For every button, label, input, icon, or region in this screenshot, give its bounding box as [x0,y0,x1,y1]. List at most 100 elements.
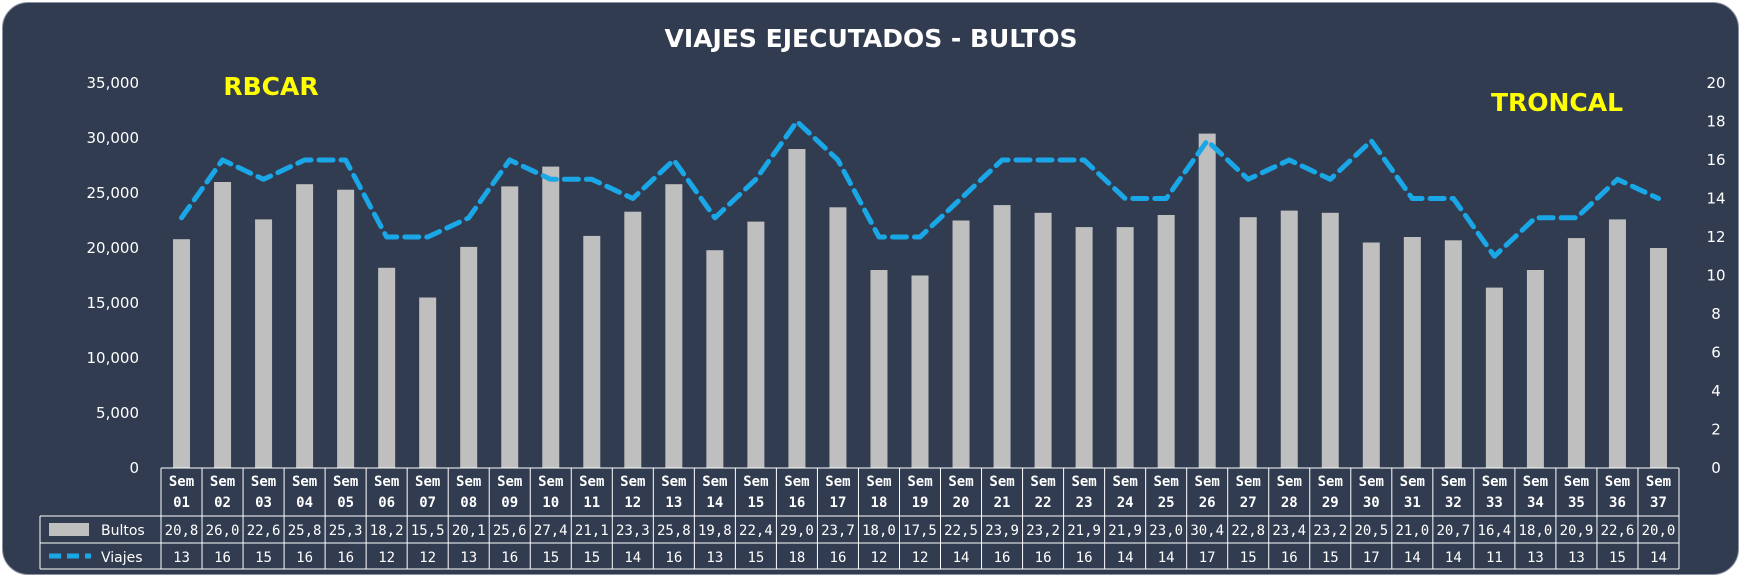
bar [1034,212,1052,468]
bultos-cell: 20,5 [1354,523,1388,539]
bar [624,211,642,468]
bultos-cell: 20,1 [452,523,486,539]
category-label: 29 [1322,495,1339,511]
bar [993,205,1011,468]
left-axis: 0 5,000 10,000 15,000 20,000 25,000 30,000 35,0… [87,74,140,477]
category-label: 05 [337,495,354,511]
category-label: 30 [1363,495,1380,511]
bar [1444,240,1462,468]
viajes-cell: 18 [788,550,805,566]
bar [747,221,765,468]
category-label: Sem [333,474,358,490]
combo-chart: VIAJES EJECUTADOS - BULTOS RBCAR TRONCAL… [39,24,1726,570]
category-label: 18 [871,495,888,511]
category-label: Sem [784,474,809,490]
bultos-cell: 23,0 [1149,523,1183,539]
category-label: Sem [1277,474,1302,490]
viajes-cell: 13 [706,550,723,566]
category-label: 06 [378,495,395,511]
bultos-cell: 21,9 [1067,523,1101,539]
bar [1649,248,1667,468]
category-label: Sem [210,474,235,490]
bultos-cell: 26,0 [206,523,240,539]
viajes-cell: 12 [419,550,436,566]
bar [1362,242,1380,468]
bultos-cell: 25,6 [493,523,527,539]
bar [1116,227,1134,468]
viajes-cell: 14 [1445,550,1462,566]
category-label: 02 [214,495,231,511]
category-label: 01 [173,495,190,511]
line-series [179,119,1661,259]
category-label: Sem [743,474,768,490]
annotation-rbcar: RBCAR [223,72,318,101]
viajes-cell: 15 [1240,550,1257,566]
category-label: Sem [1359,474,1384,490]
category-label: Sem [497,474,522,490]
category-label: 19 [912,495,929,511]
category-label: Sem [292,474,317,490]
right-axis: 0 2 4 6 8 10 12 14 16 18 20 [1706,74,1725,477]
category-label: Sem [538,474,563,490]
bultos-cell: 25,8 [657,523,691,539]
bultos-cell: 23,3 [616,523,650,539]
bar [1280,210,1298,468]
viajes-cell: 15 [1322,550,1339,566]
data-table: Sem 01 20,8 13 Sem 02 26,0 16 Sem 03 22,6 15 Sem 04 25… [39,467,1680,570]
bultos-cell: 23,9 [985,523,1019,539]
category-label: Sem [374,474,399,490]
category-label: 24 [1117,495,1134,511]
bultos-cell: 21,0 [1395,523,1429,539]
right-tick-label: 8 [1711,305,1721,323]
category-label: Sem [415,474,440,490]
category-label: 08 [460,495,477,511]
bar [583,235,601,468]
category-label: Sem [1646,474,1671,490]
category-label: Sem [1030,474,1055,490]
viajes-cell: 13 [460,550,477,566]
category-label: 25 [1158,495,1175,511]
category-label: 11 [583,495,600,511]
category-label: 07 [419,495,436,511]
bar [1485,287,1503,468]
category-label: Sem [825,474,850,490]
viajes-cell: 14 [624,550,641,566]
bar [378,267,396,468]
viajes-cell: 16 [214,550,231,566]
bar [952,220,970,468]
bar [665,184,683,468]
bultos-cell: 23,2 [1313,523,1347,539]
category-label: 32 [1445,495,1462,511]
bar [296,184,314,468]
left-tick-label: 0 [129,459,139,477]
bar [501,186,519,468]
bar [1239,217,1257,468]
bultos-cell: 19,8 [698,523,732,539]
bar [1526,270,1544,468]
category-label: Sem [1071,474,1096,490]
bar [706,250,724,468]
bar [1157,215,1175,468]
category-label: Sem [948,474,973,490]
viajes-cell: 15 [255,550,272,566]
bultos-cell: 22,6 [247,523,281,539]
category-label: Sem [1605,474,1630,490]
viajes-cell: 16 [1035,550,1052,566]
viajes-cell: 15 [1609,550,1626,566]
bultos-cell: 23,4 [1272,523,1306,539]
bultos-cell: 23,2 [1026,523,1060,539]
viajes-cell: 16 [296,550,313,566]
viajes-cell: 16 [665,550,682,566]
viajes-line [179,119,1661,259]
bultos-cell: 22,5 [944,523,978,539]
right-tick-label: 10 [1706,267,1725,285]
viajes-cell: 16 [1281,550,1298,566]
bar [870,270,888,468]
bar [337,189,355,468]
category-label: 14 [706,495,723,511]
category-label: Sem [1400,474,1425,490]
bultos-cell: 21,1 [575,523,609,539]
left-tick-label: 5,000 [96,404,139,422]
category-label: Sem [1318,474,1343,490]
right-tick-label: 20 [1706,74,1725,92]
